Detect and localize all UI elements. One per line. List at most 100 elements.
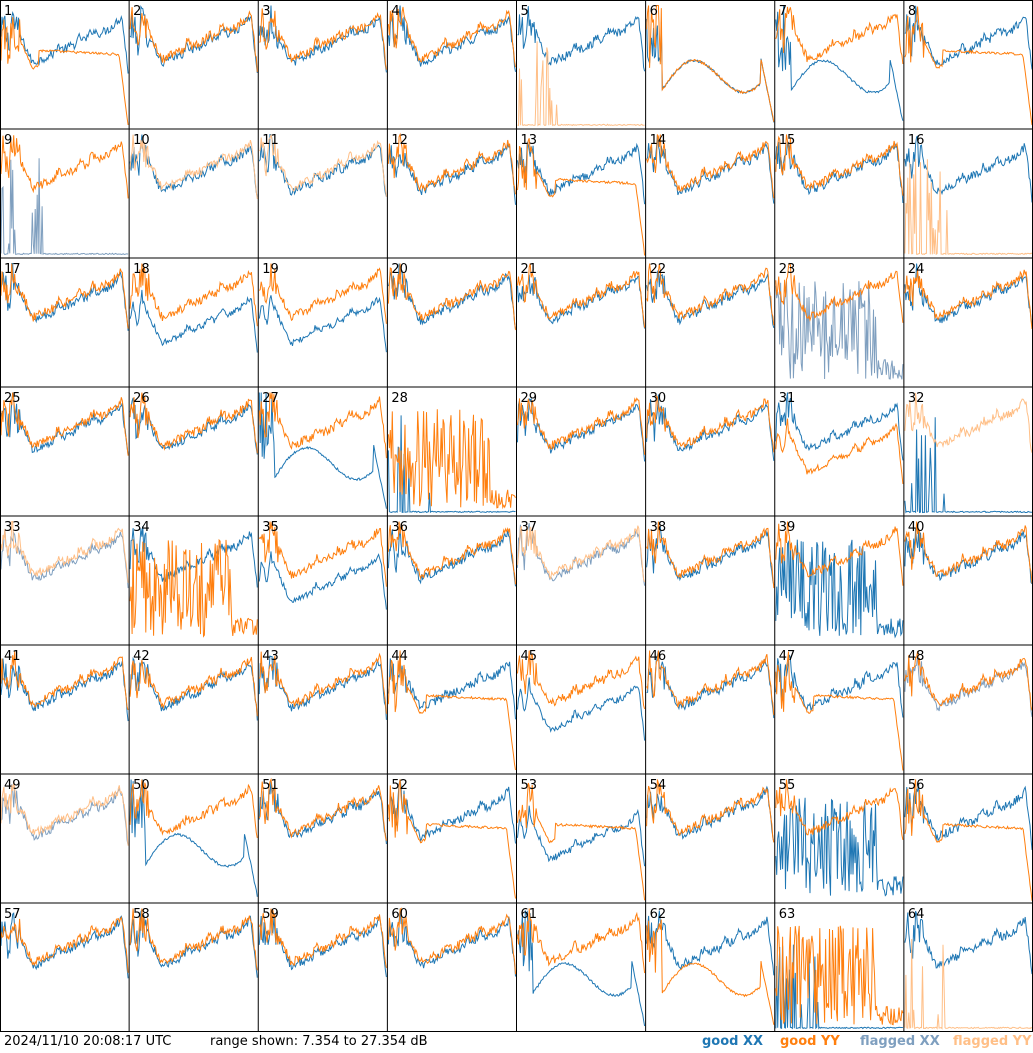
yy-line-39 bbox=[775, 521, 904, 586]
xx-line-60 bbox=[387, 908, 516, 977]
panel-label-53: 53 bbox=[521, 778, 538, 793]
panel-55: 55 bbox=[775, 778, 904, 897]
panel-label-31: 31 bbox=[779, 391, 796, 406]
panel-30: 30 bbox=[646, 391, 775, 461]
panel-label-58: 58 bbox=[133, 907, 150, 922]
panel-label-19: 19 bbox=[262, 262, 279, 277]
footer: 2024/11/10 20:08:17 UTC range shown: 7.3… bbox=[0, 1032, 1033, 1053]
yy-line-31 bbox=[775, 418, 904, 484]
legend-good-xx: good XX bbox=[702, 1034, 764, 1049]
panel-label-54: 54 bbox=[650, 778, 667, 793]
xx-line-39 bbox=[775, 539, 904, 639]
xx-line-4 bbox=[387, 5, 516, 72]
yy-line-37 bbox=[517, 525, 646, 582]
xx-line-8 bbox=[904, 5, 1033, 70]
panel-15: 15 bbox=[775, 133, 904, 204]
yy-line-42 bbox=[129, 656, 258, 717]
panel-label-51: 51 bbox=[262, 778, 279, 793]
panel-31: 31 bbox=[775, 391, 904, 484]
yy-line-33 bbox=[0, 521, 129, 583]
panel-label-48: 48 bbox=[908, 649, 925, 664]
panel-label-59: 59 bbox=[262, 907, 279, 922]
yy-line-51 bbox=[258, 777, 387, 841]
panel-label-5: 5 bbox=[521, 4, 529, 19]
panel-label-34: 34 bbox=[133, 520, 150, 535]
xx-line-7 bbox=[775, 6, 904, 121]
xx-line-23 bbox=[775, 281, 904, 380]
yy-line-6 bbox=[646, 5, 775, 122]
xx-line-12 bbox=[387, 143, 516, 205]
panel-label-17: 17 bbox=[4, 262, 21, 277]
xx-line-42 bbox=[129, 657, 258, 721]
xx-line-19 bbox=[258, 295, 387, 353]
yy-line-53 bbox=[517, 782, 646, 901]
yy-line-11 bbox=[258, 134, 387, 197]
xx-line-64 bbox=[904, 910, 1033, 975]
panel-1: 1 bbox=[0, 4, 129, 125]
panel-label-15: 15 bbox=[779, 133, 796, 148]
xx-line-22 bbox=[646, 268, 775, 329]
xx-line-41 bbox=[0, 658, 129, 722]
yy-line-49 bbox=[0, 782, 129, 846]
panel-42: 42 bbox=[129, 649, 258, 721]
panel-56: 56 bbox=[904, 778, 1033, 901]
panel-48: 48 bbox=[904, 649, 1033, 717]
panel-41: 41 bbox=[0, 649, 129, 722]
xx-line-27 bbox=[258, 392, 387, 509]
panel-label-40: 40 bbox=[908, 520, 925, 535]
panel-label-35: 35 bbox=[262, 520, 279, 535]
xx-line-43 bbox=[258, 655, 387, 720]
yy-line-15 bbox=[775, 134, 904, 196]
panel-label-45: 45 bbox=[521, 649, 538, 664]
panel-9: 9 bbox=[0, 133, 129, 256]
panel-label-47: 47 bbox=[779, 649, 796, 664]
xx-line-55 bbox=[775, 797, 904, 897]
xx-line-30 bbox=[646, 394, 775, 461]
panel-6: 6 bbox=[646, 4, 775, 123]
panel-40: 40 bbox=[904, 520, 1033, 585]
yy-line-64 bbox=[904, 938, 1033, 1030]
panel-label-56: 56 bbox=[908, 778, 925, 793]
panel-label-36: 36 bbox=[391, 520, 408, 535]
yy-line-63 bbox=[775, 925, 904, 1026]
panel-label-44: 44 bbox=[391, 649, 408, 664]
panel-39: 39 bbox=[775, 520, 904, 639]
yy-line-18 bbox=[129, 263, 258, 327]
panel-44: 44 bbox=[387, 649, 516, 771]
panel-label-12: 12 bbox=[391, 133, 408, 148]
panel-12: 12 bbox=[387, 132, 516, 205]
panel-32: 32 bbox=[904, 391, 1033, 514]
yy-line-14 bbox=[646, 134, 775, 199]
panel-28: 28 bbox=[387, 391, 516, 514]
panel-5: 5 bbox=[517, 4, 646, 127]
xx-line-63 bbox=[775, 944, 903, 1030]
xx-line-46 bbox=[646, 650, 775, 719]
xx-line-34 bbox=[129, 526, 258, 588]
xx-line-20 bbox=[387, 263, 516, 330]
yy-line-55 bbox=[775, 779, 904, 840]
panel-label-62: 62 bbox=[650, 907, 667, 922]
panel-label-21: 21 bbox=[521, 262, 538, 277]
yy-line-30 bbox=[646, 394, 775, 453]
panel-13: 13 bbox=[517, 133, 646, 256]
panel-3: 3 bbox=[258, 4, 387, 73]
panel-label-8: 8 bbox=[908, 4, 916, 19]
yy-line-44 bbox=[387, 650, 516, 771]
panel-label-27: 27 bbox=[262, 391, 279, 406]
panel-50: 50 bbox=[129, 778, 258, 897]
xx-line-57 bbox=[0, 912, 129, 979]
xx-line-62 bbox=[646, 910, 775, 976]
panel-17: 17 bbox=[0, 262, 129, 331]
panel-label-30: 30 bbox=[650, 391, 667, 406]
xx-line-5 bbox=[517, 6, 646, 72]
xx-line-38 bbox=[646, 521, 775, 586]
panel-label-4: 4 bbox=[391, 4, 399, 19]
xx-line-61 bbox=[517, 910, 646, 1027]
yy-line-45 bbox=[517, 650, 646, 710]
range-shown: range shown: 7.354 to 27.354 dB bbox=[210, 1034, 428, 1049]
panel-61: 61 bbox=[517, 907, 646, 1027]
xx-line-29 bbox=[517, 397, 646, 462]
yy-line-46 bbox=[646, 650, 775, 716]
yy-line-60 bbox=[387, 907, 516, 975]
panel-label-61: 61 bbox=[521, 907, 538, 922]
